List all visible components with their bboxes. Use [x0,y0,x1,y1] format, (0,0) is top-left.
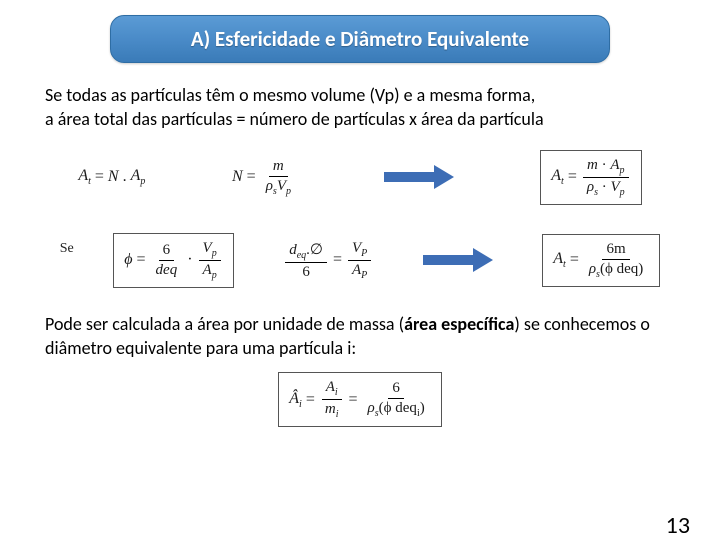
formula-row-2: Se ϕ = 6 deq · Vp Ap deq.∅ 6 = VP AP At … [0,223,720,306]
title-banner: A) Esfericidade e Diâmetro Equivalente [110,15,610,63]
para2-bold: área específica [404,313,514,335]
formula-center: Âi = Ai mi = 6 ρs(ϕ deqi) [0,360,720,427]
formula-At-NAp: At = N. Ap [78,167,145,187]
paragraph-1: Se todas as partículas têm o mesmo volum… [0,83,720,132]
formula-Ai-hat: Âi = Ai mi = 6 ρs(ϕ deqi) [278,372,441,427]
arrow-icon [423,246,493,274]
se-label: Se [60,241,74,257]
formula-At-boxed-2: At = 6m ρs(ϕ deq) [542,234,660,287]
para1-line2: a área total das partículas = número de … [45,107,675,131]
title-text: A) Esfericidade e Diâmetro Equivalente [191,26,529,52]
paragraph-2: Pode ser calculada a área por unidade de… [0,306,720,361]
page-number: 13 [666,511,690,540]
formula-row-1: At = N. Ap N = m ρsVp At = m · Ap ρs · V… [0,132,720,223]
formula-N: N = m ρsVp [232,158,297,197]
formula-phi: ϕ = 6 deq · Vp Ap [113,233,233,288]
formula-At-boxed-1: At = m · Ap ρs · Vp [540,150,641,205]
para2-part1: Pode ser calculada a área por unidade de… [45,313,404,335]
para1-line1: Se todas as partículas têm o mesmo volum… [45,83,675,107]
formula-deq: deq.∅ 6 = VP AP [283,240,373,281]
arrow-icon [384,163,454,191]
